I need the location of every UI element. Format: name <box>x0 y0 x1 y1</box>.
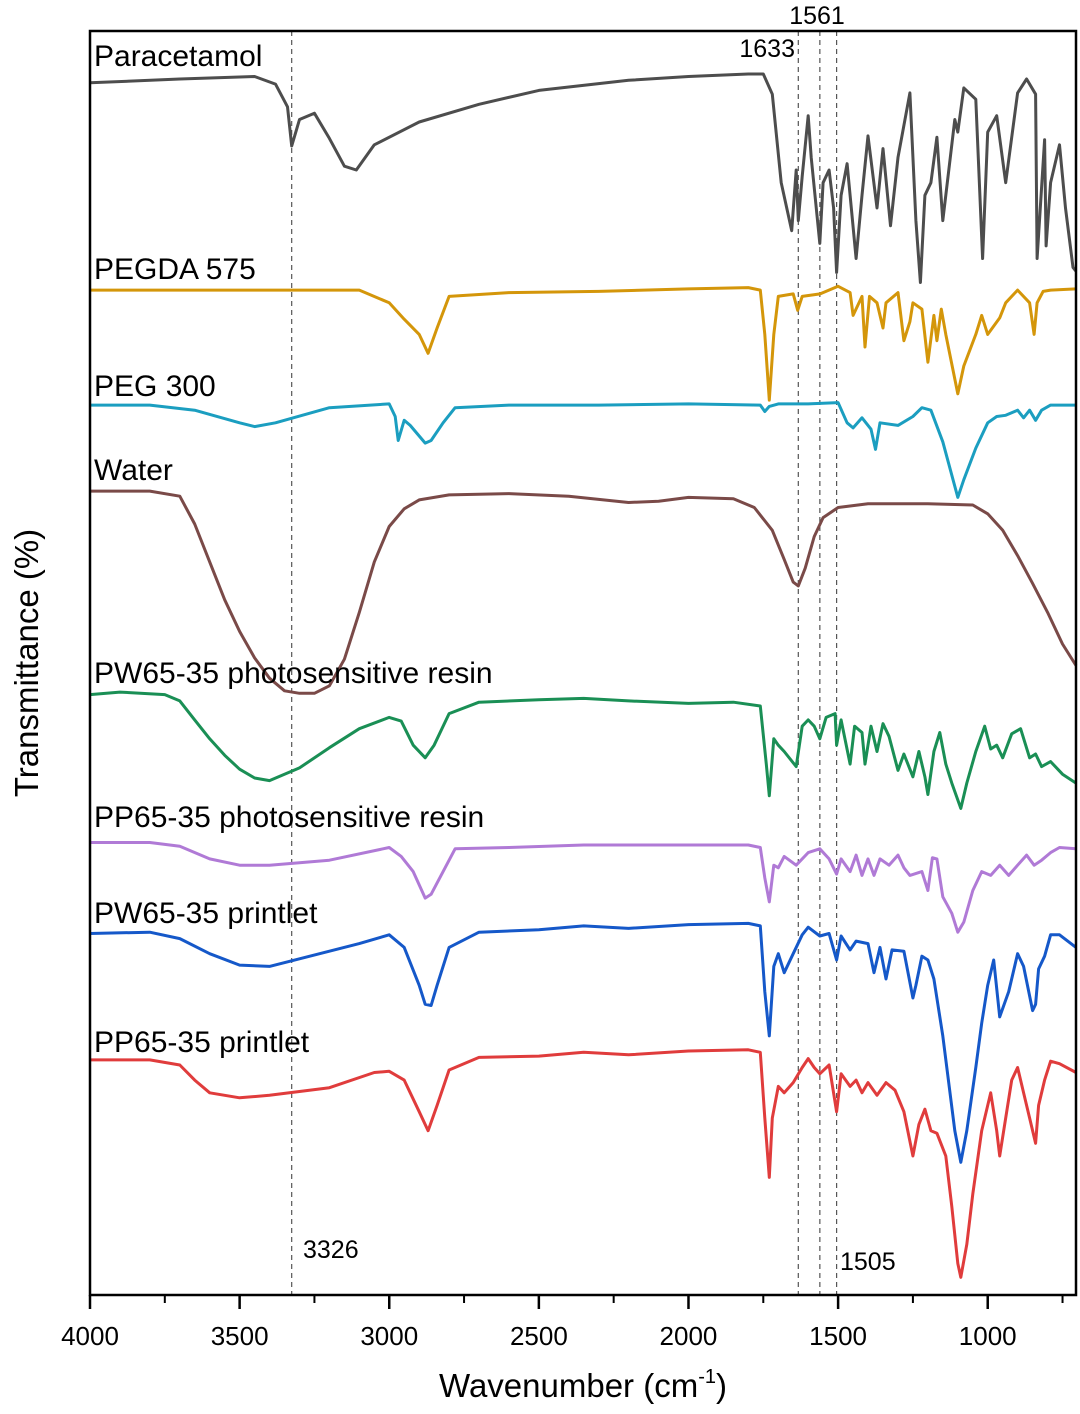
x-tick-label: 2000 <box>660 1321 718 1351</box>
plot-frame <box>88 29 1078 1297</box>
series-line-pw65-35-photosensitive-resin <box>89 690 1077 810</box>
series-line-water <box>90 489 1078 695</box>
reference-lines: 3326 1633 1561 1505 <box>291 2 896 1295</box>
series-label: PP65-35 printlet <box>94 1026 310 1059</box>
reference-label-1633: 1633 <box>739 35 795 63</box>
series-label: Water <box>94 454 173 487</box>
series-label: PP65-35 photosensitive resin <box>94 801 484 834</box>
x-tick-label: 3500 <box>211 1321 269 1351</box>
series-line-pegda-575 <box>90 284 1077 402</box>
x-tick-label: 3000 <box>360 1321 418 1351</box>
reference-label-1561: 1561 <box>789 2 845 30</box>
series-line-peg-300 <box>90 401 1076 499</box>
series-line-pp65-35-printlet <box>90 1048 1077 1279</box>
reference-label-3326: 3326 <box>303 1236 359 1264</box>
series-label: Paracetamol <box>94 40 262 73</box>
y-axis-label: Transmittance (%) <box>8 529 45 797</box>
series-label: PW65-35 photosensitive resin <box>94 657 493 690</box>
series-line-pp65-35-photosensitive-resin <box>90 841 1077 934</box>
x-tick-label: 4000 <box>61 1321 119 1351</box>
x-tick-label: 1500 <box>809 1321 867 1351</box>
series-line-pw65-35-printlet <box>89 921 1077 1164</box>
series-line-paracetamol <box>89 72 1078 284</box>
series-label: PEG 300 <box>94 370 216 403</box>
reference-label-1505: 1505 <box>840 1248 896 1276</box>
series-lines <box>89 72 1078 1279</box>
series-label: PW65-35 printlet <box>94 897 318 930</box>
x-tick-label: 2500 <box>510 1321 568 1351</box>
x-axis-label: Wavenumber (cm-1) <box>439 1366 727 1404</box>
x-axis-ticks: 4000 3500 3000 2500 2000 1500 1000 <box>61 1295 1064 1351</box>
series-label: PEGDA 575 <box>94 253 256 286</box>
series-labels: Paracetamol PEGDA 575 PEG 300 Water PW65-35 … <box>94 40 493 1059</box>
x-tick-label: 1000 <box>959 1321 1017 1351</box>
